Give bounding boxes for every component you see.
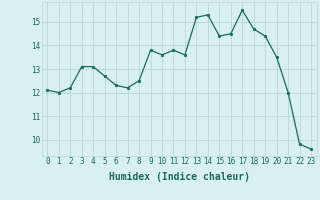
X-axis label: Humidex (Indice chaleur): Humidex (Indice chaleur) xyxy=(109,172,250,182)
